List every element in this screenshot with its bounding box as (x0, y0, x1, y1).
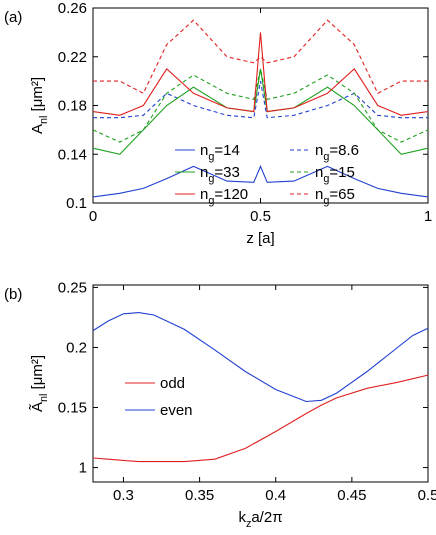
y-tick-label: 0.18 (58, 98, 87, 115)
legend-label: ng=15 (315, 164, 355, 185)
y-tick-label: 1 (79, 460, 87, 477)
legend-label: ng=8.6 (315, 142, 359, 163)
legend-label: ng=14 (200, 142, 240, 163)
panel-label: (a) (4, 9, 22, 26)
legend-label: ng=120 (200, 186, 248, 207)
series-line (92, 68, 429, 143)
legend-label: even (160, 402, 193, 419)
x-tick-label: 0.4 (265, 487, 286, 504)
y-tick-label: 0.2 (66, 339, 87, 356)
series-line (93, 81, 428, 119)
x-axis-label: kza/2π (238, 509, 282, 530)
series-line (92, 32, 429, 116)
x-tick-label: 0 (89, 208, 97, 225)
x-tick-label: 0.35 (185, 487, 214, 504)
series-line (92, 68, 429, 155)
legend-label: odd (160, 375, 185, 392)
y-tick-label: 0.1 (66, 195, 87, 212)
y-tick-label: 0.25 (58, 279, 87, 296)
x-tick-label: 1 (424, 208, 432, 225)
y-tick-label: 0.26 (58, 0, 87, 17)
plot-frame (92, 284, 429, 483)
x-tick-label: 0.5 (250, 208, 271, 225)
y-tick-label: 0.22 (58, 49, 87, 66)
x-tick-label: 0.5 (418, 487, 436, 504)
panel-label: (b) (4, 286, 22, 303)
x-tick-label: 0.45 (337, 487, 366, 504)
x-tick-label: 0.3 (113, 487, 134, 504)
y-axis-label: Anl [μm²] (29, 77, 50, 134)
series-line (92, 374, 429, 463)
x-axis-label: z [a] (246, 230, 274, 247)
legend-label: ng=65 (315, 186, 355, 207)
legend-label: ng=33 (200, 164, 240, 185)
series-line (92, 164, 429, 198)
series-line (93, 19, 428, 95)
series-line (92, 312, 429, 403)
y-axis-label: Ãnl [μm²] (29, 355, 50, 412)
y-tick-label: 0.15 (58, 400, 87, 417)
y-tick-label: 0.14 (58, 146, 87, 163)
